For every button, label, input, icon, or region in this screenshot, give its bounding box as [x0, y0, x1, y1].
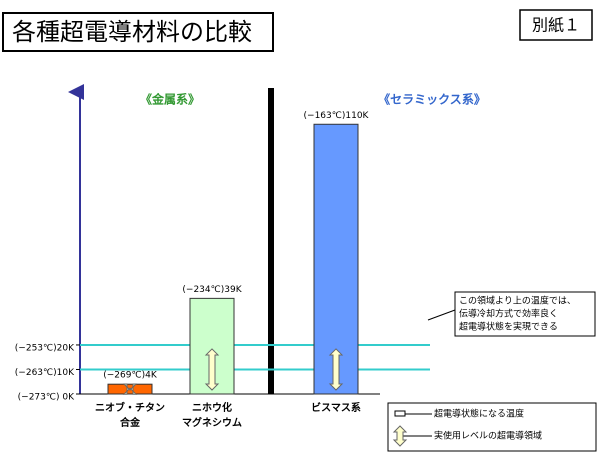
- legend-label: 実使用レベルの超電導領域: [434, 430, 542, 442]
- annotation: 伝導冷却方式で効率良く: [459, 308, 558, 320]
- x-tick-label: ビスマス系: [311, 401, 361, 414]
- usable-range-arrow: [392, 425, 408, 447]
- y-tick-label: (−263℃)10K: [15, 368, 75, 378]
- legend-marker: [394, 410, 406, 417]
- group-label: 《金属系》: [140, 92, 200, 107]
- x-tick-label: ニオブ・チタン: [95, 401, 165, 414]
- y-tick-label: (−253℃)20K: [15, 343, 75, 353]
- x-tick-label: 合金: [119, 416, 141, 429]
- x-tick-label: ニホウ化: [192, 401, 232, 414]
- tag: 別紙１: [532, 16, 580, 35]
- legend-box: [387, 402, 597, 452]
- y-tick-label: (−273℃) 0K: [18, 393, 75, 403]
- value-label: (−234℃)39K: [182, 285, 242, 295]
- usable-range-arrow: [204, 348, 220, 391]
- chart-title: 各種超電導材料の比較: [12, 18, 252, 46]
- annotation: 超電導状態を実現できる: [459, 321, 558, 333]
- annotation-leader: [427, 309, 456, 321]
- value-label: (−163℃)110K: [304, 111, 370, 121]
- tag-box: [519, 9, 593, 41]
- usable-range-arrow: [122, 383, 138, 395]
- x-tick-label: マグネシウム: [182, 416, 242, 429]
- annotation-box: [454, 291, 596, 337]
- group-label: 《セラミックス系》: [378, 92, 486, 107]
- value-label: (−269℃)4K: [103, 371, 158, 381]
- usable-range-arrow: [328, 348, 344, 391]
- annotation: この領域より上の温度では、: [459, 295, 576, 307]
- bar: [313, 123, 359, 395]
- legend-label: 超電導状態になる温度: [434, 408, 524, 420]
- title-box: [2, 12, 274, 52]
